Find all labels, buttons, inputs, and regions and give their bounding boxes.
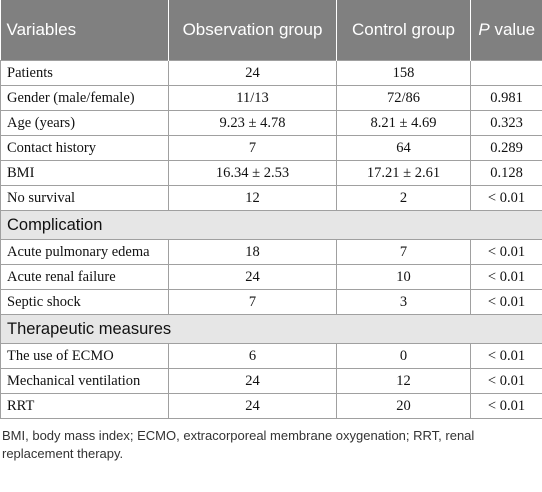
table-row: Gender (male/female) 11/13 72/86 0.981	[0, 85, 542, 111]
header-cell: Variables	[0, 0, 169, 61]
table-row: Patients 24 158	[0, 60, 542, 86]
table-cell: The use of ECMO	[0, 343, 169, 369]
table-cell: 20	[336, 393, 471, 419]
table-cell: 72/86	[336, 85, 471, 111]
table-row: BMI 16.34 ± 2.53 17.21 ± 2.61 0.128	[0, 160, 542, 186]
table-cell: 0.981	[470, 85, 542, 111]
table-cell: RRT	[0, 393, 169, 419]
table-cell: 18	[168, 239, 337, 265]
table-cell: Patients	[0, 60, 169, 86]
header-cell: Observation group	[168, 0, 337, 61]
footnote: BMI, body mass index; ECMO, extracorpore…	[2, 428, 475, 461]
table-row: Acute pulmonary edema 18 7 < 0.01	[0, 239, 542, 265]
table-cell: < 0.01	[470, 343, 542, 369]
table-cell: 2	[336, 185, 471, 211]
table-cell: < 0.01	[470, 393, 542, 419]
table-cell: 7	[168, 289, 337, 315]
table-cell: 3	[336, 289, 471, 315]
table-cell: 9.23 ± 4.78	[168, 110, 337, 136]
data-table: Variables Observation group Control group P…	[0, 0, 542, 419]
table-cell: Acute pulmonary edema	[0, 239, 169, 265]
table-cell: 16.34 ± 2.53	[168, 160, 337, 186]
table-row: No survival 12 2 < 0.01	[0, 185, 542, 211]
table-cell: 8.21 ± 4.69	[336, 110, 471, 136]
table-row: The use of ECMO 6 0 < 0.01	[0, 343, 542, 369]
table-body: Patients 24 158 Gender (male/female) 11/13 72…	[0, 60, 542, 419]
table-row: Septic shock 7 3 < 0.01	[0, 289, 542, 315]
header-cell: Control group	[336, 0, 471, 61]
table-cell: 24	[168, 264, 337, 290]
table-cell	[470, 60, 542, 86]
table-cell: 12	[336, 368, 471, 394]
table-cell: 17.21 ± 2.61	[336, 160, 471, 186]
header-row: Variables Observation group Control group P…	[0, 0, 542, 61]
table-cell: 0.128	[470, 160, 542, 186]
header-cell: P value	[470, 0, 542, 61]
table-cell: No survival	[0, 185, 169, 211]
table-cell: < 0.01	[470, 368, 542, 394]
table-cell: 0	[336, 343, 471, 369]
table-cell: 24	[168, 368, 337, 394]
table-row: RRT 24 20 < 0.01	[0, 393, 542, 419]
header-text: P	[478, 20, 490, 39]
table-cell: Mechanical ventilation	[0, 368, 169, 394]
table-row: Mechanical ventilation 24 12 < 0.01	[0, 368, 542, 394]
table-cell: 0.323	[470, 110, 542, 136]
table-cell: 12	[168, 185, 337, 211]
table-cell: 7	[168, 135, 337, 161]
table-cell: BMI	[0, 160, 169, 186]
table-cell: Age (years)	[0, 110, 169, 136]
table-row: Acute renal failure 24 10 < 0.01	[0, 264, 542, 290]
table-cell: 11/13	[168, 85, 337, 111]
header-text: value	[489, 20, 536, 39]
table-cell: < 0.01	[470, 185, 542, 211]
table-cell: 24	[168, 60, 337, 86]
table-cell: 24	[168, 393, 337, 419]
table-cell: 158	[336, 60, 471, 86]
table-cell: 10	[336, 264, 471, 290]
section-title: Therapeutic measures	[0, 314, 542, 344]
table-cell: 64	[336, 135, 471, 161]
section-row: Complication	[0, 210, 542, 240]
table-cell: Septic shock	[0, 289, 169, 315]
section-row: Therapeutic measures	[0, 314, 542, 344]
table-cell: 7	[336, 239, 471, 265]
section-title: Complication	[0, 210, 542, 240]
table-cell: Acute renal failure	[0, 264, 169, 290]
table-cell: 6	[168, 343, 337, 369]
table-cell: < 0.01	[470, 239, 542, 265]
table-cell: Contact history	[0, 135, 169, 161]
table-cell: 0.289	[470, 135, 542, 161]
table-row: Age (years) 9.23 ± 4.78 8.21 ± 4.69 0.323	[0, 110, 542, 136]
table-cell: Gender (male/female)	[0, 85, 169, 111]
table-cell: < 0.01	[470, 264, 542, 290]
table-row: Contact history 7 64 0.289	[0, 135, 542, 161]
table-cell: < 0.01	[470, 289, 542, 315]
